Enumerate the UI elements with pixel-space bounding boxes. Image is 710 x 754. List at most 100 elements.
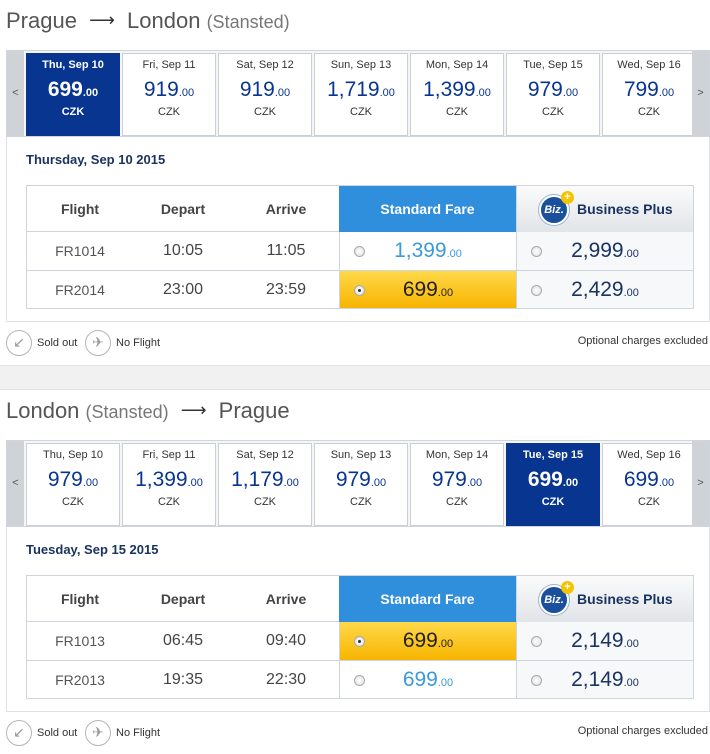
fare-price-int: 2,999 [571, 239, 624, 262]
fare-radio[interactable] [354, 675, 365, 686]
business-plus-option[interactable]: 2,999.00 [516, 232, 693, 270]
col-standard-fare: Standard Fare [339, 576, 516, 622]
day-price-int: 1,399 [135, 468, 188, 491]
no-flight-label: No Flight [116, 337, 161, 349]
fare-radio[interactable] [531, 675, 542, 686]
outbound-next-arrow[interactable]: > [692, 51, 709, 136]
fare-radio[interactable] [354, 246, 365, 257]
outbound-day-cell[interactable]: Sun, Sep 13 1,719.00 CZK [314, 53, 408, 136]
day-label: Fri, Sep 11 [142, 449, 196, 461]
table-row: FR2014 23:00 23:59 699.00 2,429.00 [27, 271, 693, 308]
standard-fare-option[interactable]: 699.00 [339, 661, 516, 698]
day-price: 919.00 [123, 78, 215, 102]
day-currency: CZK [158, 496, 180, 508]
day-price: 699.00 [507, 468, 599, 492]
day-currency: CZK [61, 106, 85, 118]
fare-price-dec: .00 [446, 248, 462, 260]
day-label: Tue, Sep 15 [522, 449, 584, 461]
no-flight-icon: ✈ [85, 330, 111, 356]
col-business-plus: Biz. + Business Plus [516, 186, 693, 232]
inbound-day-cell[interactable]: Tue, Sep 15 699.00 CZK [506, 443, 600, 526]
flight-number: FR2013 [55, 672, 105, 688]
fare-price-int: 2,429 [571, 278, 624, 301]
inbound-fare-panel: Tuesday, Sep 15 2015 Flight Depart Arriv… [6, 527, 710, 712]
fare-table-header: Flight Depart Arrive Standard Fare Biz. … [27, 186, 693, 232]
day-label: Sun, Sep 13 [330, 59, 392, 71]
outbound-section: Prague ⟶ London (Stansted) < Thu, Sep 10… [0, 0, 710, 365]
day-currency: CZK [254, 496, 276, 508]
day-price-dec: .00 [562, 87, 579, 99]
standard-fare-option[interactable]: 699.00 [339, 622, 516, 660]
col-depart: Depart [160, 591, 206, 607]
inbound-next-arrow[interactable]: > [692, 441, 709, 526]
fare-radio[interactable] [531, 246, 542, 257]
day-label: Sat, Sep 12 [236, 449, 294, 461]
standard-fare-option[interactable]: 699.00 [339, 271, 516, 308]
day-price: 799.00 [603, 78, 695, 102]
depart-time: 10:05 [162, 242, 204, 259]
fare-price: 699.00 [403, 629, 453, 652]
day-price: 699.00 [603, 468, 695, 492]
day-label: Tue, Sep 15 [523, 59, 583, 71]
flight-number: FR2014 [55, 282, 105, 298]
outbound-day-cell[interactable]: Fri, Sep 11 919.00 CZK [122, 53, 216, 136]
day-price-dec: .00 [82, 87, 99, 99]
inbound-origin: London [6, 398, 80, 423]
outbound-destination: London [127, 8, 201, 33]
outbound-origin: Prague [6, 8, 77, 33]
outbound-day-cell[interactable]: Thu, Sep 10 699.00 CZK [26, 53, 120, 136]
business-plus-option[interactable]: 2,149.00 [516, 661, 693, 698]
inbound-day-cell[interactable]: Wed, Sep 16 699.00 CZK [602, 443, 696, 526]
arrive-time: 23:59 [265, 281, 307, 298]
inbound-day-cell[interactable]: Sat, Sep 12 1,179.00 CZK [218, 443, 312, 526]
inbound-day-cell[interactable]: Mon, Sep 14 979.00 CZK [410, 443, 504, 526]
optional-charges-note: Optional charges excluded [577, 335, 708, 347]
fare-radio[interactable] [354, 636, 365, 647]
inbound-day-cell[interactable]: Sun, Sep 13 979.00 CZK [314, 443, 408, 526]
business-plus-option[interactable]: 2,149.00 [516, 622, 693, 660]
day-price-int: 699 [47, 78, 83, 101]
route-arrow-icon: ⟶ [89, 10, 115, 30]
day-label: Mon, Sep 14 [425, 59, 489, 71]
standard-fare-option[interactable]: 1,399.00 [339, 232, 516, 270]
inbound-prev-arrow[interactable]: < [7, 441, 24, 526]
col-arrive: Arrive [265, 591, 307, 607]
day-price-int: 979 [47, 468, 83, 491]
business-plus-option[interactable]: 2,429.00 [516, 271, 693, 308]
day-price-int: 699 [527, 468, 563, 491]
route-arrow-icon: ⟶ [180, 400, 207, 420]
day-price-int: 1,179 [231, 468, 284, 491]
fare-price: 2,999.00 [571, 239, 639, 262]
day-price-dec: .00 [283, 477, 299, 489]
day-price: 979.00 [315, 468, 407, 492]
outbound-day-cell[interactable]: Wed, Sep 16 799.00 CZK [602, 53, 696, 136]
fare-radio[interactable] [531, 285, 542, 296]
outbound-prev-arrow[interactable]: < [7, 51, 24, 136]
fare-radio[interactable] [354, 285, 365, 296]
biz-logo-text: Biz. [544, 204, 564, 216]
biz-logo-text: Biz. [544, 594, 564, 606]
day-price-dec: .00 [562, 477, 579, 489]
outbound-day-cell[interactable]: Sat, Sep 12 919.00 CZK [218, 53, 312, 136]
day-price-int: 1,399 [423, 78, 476, 101]
arrive-time: 11:05 [266, 242, 306, 259]
flight-number: FR1013 [55, 633, 105, 649]
col-standard-fare: Standard Fare [339, 186, 516, 232]
day-price-int: 979 [431, 468, 467, 491]
outbound-day-cell[interactable]: Tue, Sep 15 979.00 CZK [506, 53, 600, 136]
inbound-day-cell[interactable]: Thu, Sep 10 979.00 CZK [26, 443, 120, 526]
fare-price-dec: .00 [623, 248, 639, 260]
inbound-legend: ↙ Sold out ✈ No Flight Optional charges … [6, 720, 710, 748]
fare-price: 2,429.00 [571, 278, 639, 301]
day-label: Sat, Sep 12 [236, 59, 294, 71]
fare-price-int: 699 [402, 668, 438, 691]
day-price-dec: .00 [658, 87, 675, 99]
day-price: 1,719.00 [315, 78, 407, 102]
section-divider [0, 365, 710, 390]
outbound-day-cell[interactable]: Mon, Sep 14 1,399.00 CZK [410, 53, 504, 136]
fare-radio[interactable] [531, 636, 542, 647]
day-price: 979.00 [411, 468, 503, 492]
fare-price-int: 699 [402, 278, 438, 301]
inbound-day-cell[interactable]: Fri, Sep 11 1,399.00 CZK [122, 443, 216, 526]
day-price-int: 699 [623, 468, 659, 491]
